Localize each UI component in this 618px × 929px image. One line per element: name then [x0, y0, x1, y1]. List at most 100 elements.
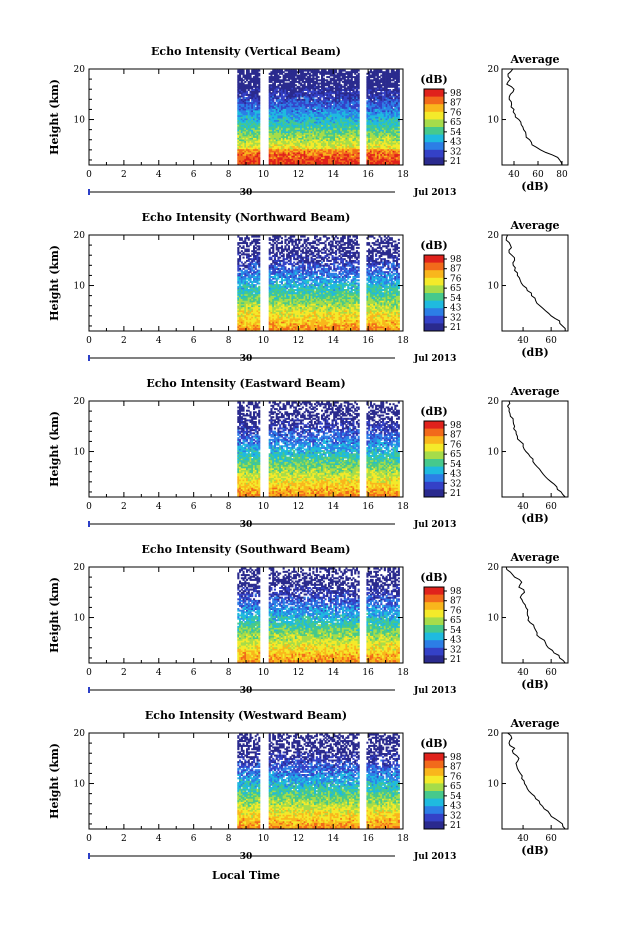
- heat-cell: [286, 123, 289, 125]
- heat-cell: [390, 144, 393, 146]
- heat-cell: [237, 108, 240, 111]
- heat-cell: [333, 121, 336, 124]
- heat-cell: [270, 108, 273, 111]
- heat-cell: [369, 79, 372, 82]
- heat-cell: [287, 139, 290, 142]
- heat-cell: [369, 113, 372, 116]
- heat-cell: [341, 155, 344, 158]
- heat-cell: [341, 126, 344, 129]
- heat-cell: [312, 156, 315, 159]
- heat-cell: [315, 85, 318, 88]
- heat-cell: [291, 135, 294, 138]
- heat-cell: [305, 161, 308, 164]
- heat-cell: [315, 76, 318, 79]
- heat-cell: [329, 92, 332, 95]
- heat-cell: [328, 156, 331, 159]
- heat-cell: [347, 116, 350, 119]
- heat-cell: [272, 131, 275, 133]
- heat-cell: [371, 132, 374, 135]
- heat-cell: [279, 79, 282, 82]
- heat-cell: [376, 79, 379, 82]
- heat-cell: [366, 139, 369, 142]
- heat-cell: [321, 100, 324, 103]
- heat-cell: [333, 144, 336, 146]
- heat-cell: [328, 98, 331, 101]
- heat-cell: [369, 329, 372, 332]
- heat-cell: [284, 160, 287, 163]
- heat-cell: [336, 139, 339, 142]
- heat-cell: [303, 135, 306, 138]
- heat-cell: [357, 132, 360, 135]
- heat-cell: [396, 82, 399, 85]
- heat-cell: [272, 84, 275, 87]
- heat-cell: [305, 101, 308, 104]
- heat-cell: [369, 161, 372, 164]
- heat-cell: [287, 108, 290, 111]
- heat-cell: [341, 129, 344, 132]
- heat-cell: [340, 161, 343, 164]
- heat-cell: [249, 148, 252, 151]
- heat-cell: [345, 134, 348, 137]
- heat-cell: [355, 85, 358, 88]
- heat-cell: [251, 140, 254, 143]
- heat-cell: [308, 113, 311, 116]
- heat-cell: [312, 74, 315, 77]
- heat-cell: [347, 80, 350, 83]
- heat-cell: [289, 97, 292, 100]
- heat-cell: [270, 103, 273, 106]
- heat-cell: [254, 161, 257, 164]
- heat-cell: [380, 80, 383, 83]
- heat-cell: [373, 155, 376, 158]
- heat-cell: [338, 129, 341, 132]
- heat-cell: [319, 153, 322, 156]
- heat-cell: [385, 101, 388, 104]
- heat-cell: [345, 135, 348, 138]
- heat-cell: [247, 85, 250, 88]
- heat-cell: [254, 106, 257, 109]
- heat-cell: [287, 127, 290, 130]
- heat-cell: [244, 152, 247, 155]
- heat-cell: [380, 329, 383, 332]
- heat-cell: [354, 123, 357, 125]
- heat-cell: [284, 95, 287, 98]
- heat-cell: [397, 97, 400, 100]
- heat-cell: [322, 127, 325, 130]
- heat-cell: [378, 140, 381, 143]
- heat-cell: [368, 124, 371, 127]
- heat-cell: [347, 145, 350, 148]
- heat-cell: [321, 87, 324, 90]
- heat-cell: [291, 134, 294, 137]
- heat-cell: [343, 105, 346, 108]
- heat-cell: [336, 147, 339, 150]
- heat-cell: [387, 163, 390, 166]
- heat-cell: [357, 77, 360, 80]
- heat-cell: [376, 93, 379, 96]
- heat-cell: [387, 72, 390, 75]
- heat-cell: [338, 153, 341, 156]
- heat-cell: [291, 131, 294, 133]
- heat-cell: [268, 97, 271, 100]
- heat-cell: [338, 74, 341, 77]
- heat-cell: [277, 163, 280, 166]
- heat-cell: [289, 148, 292, 151]
- heat-cell: [240, 118, 243, 121]
- heat-cell: [307, 105, 310, 108]
- heat-cell: [279, 116, 282, 119]
- heat-cell: [301, 134, 304, 137]
- heat-cell: [368, 77, 371, 80]
- heat-cell: [373, 77, 376, 80]
- heat-cell: [331, 105, 334, 108]
- heat-cell: [340, 74, 343, 77]
- heat-cell: [286, 126, 289, 129]
- heat-cell: [380, 123, 383, 125]
- heat-cell: [253, 118, 256, 121]
- heat-cell: [382, 150, 385, 153]
- heat-cell: [348, 82, 351, 85]
- heat-cell: [272, 105, 275, 108]
- heat-cell: [348, 123, 351, 125]
- heat-cell: [382, 71, 385, 74]
- heat-cell: [396, 69, 399, 72]
- heat-cell: [242, 161, 245, 164]
- heat-cell: [375, 118, 378, 121]
- heat-cell: [251, 110, 254, 112]
